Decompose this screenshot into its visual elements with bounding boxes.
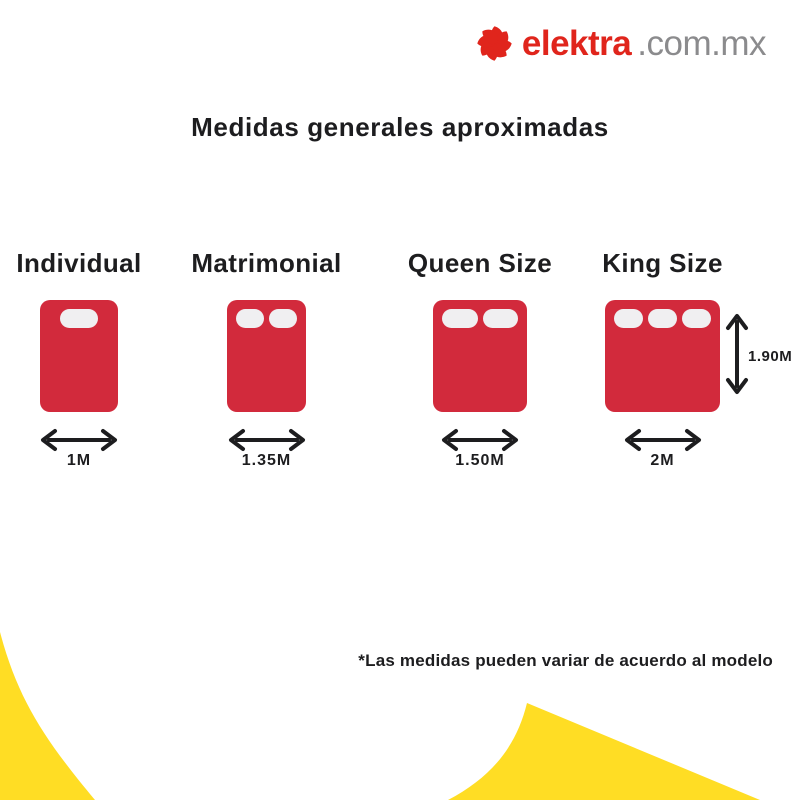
bed-column-king: King Size 2M 1.90M (602, 248, 792, 483)
pillow (236, 309, 264, 328)
page-title: Medidas generales aproximadas (191, 112, 609, 142)
bed-graphic (40, 300, 118, 412)
width-measure-label: 1.50M (455, 452, 505, 469)
pillow (442, 309, 478, 328)
yellow-left-wedge (0, 632, 95, 800)
elektra-pinwheel-icon (477, 26, 512, 61)
width-arrow-icon (442, 429, 518, 451)
height-arrow-icon (726, 314, 748, 394)
yellow-right-peak (448, 703, 760, 800)
width-measure-label: 2M (650, 452, 675, 469)
bed-column-individual: Individual 1M (16, 248, 141, 483)
pillow (682, 309, 711, 328)
bed-column-queen: Queen Size 1.50M (408, 248, 552, 483)
pillow (648, 309, 677, 328)
brand-domain: .com.mx (637, 24, 766, 63)
width-measure-label: 1.35M (241, 452, 292, 469)
bed-column-matrimonial: Matrimonial 1.35M (191, 248, 341, 483)
width-arrow-icon (228, 429, 305, 451)
footnote-text: *Las medidas pueden variar de acuerdo al… (358, 651, 773, 670)
bed-graphic (605, 300, 720, 412)
pillow (269, 309, 297, 328)
pillow-row (227, 300, 306, 328)
brand-logo: elektra .com.mx (473, 22, 766, 65)
width-arrow-icon (624, 429, 701, 451)
pillow-row (433, 300, 527, 328)
bed-name-label: Matrimonial (191, 248, 342, 278)
pillow-row (40, 300, 118, 328)
bed-name-label: King Size (602, 248, 723, 278)
bed-name-label: Individual (16, 248, 142, 278)
pillow (482, 309, 518, 328)
height-measure-label: 1.90M (748, 348, 793, 365)
bed-graphic (433, 300, 527, 412)
pillow (60, 309, 98, 328)
pillow (614, 309, 643, 328)
width-arrow-icon (41, 429, 117, 451)
bed-name-label: Queen Size (407, 248, 553, 278)
pillow-row (605, 300, 720, 328)
brand-name: elektra (521, 24, 632, 63)
width-measure-label: 1M (66, 452, 92, 469)
bed-graphic (227, 300, 306, 412)
